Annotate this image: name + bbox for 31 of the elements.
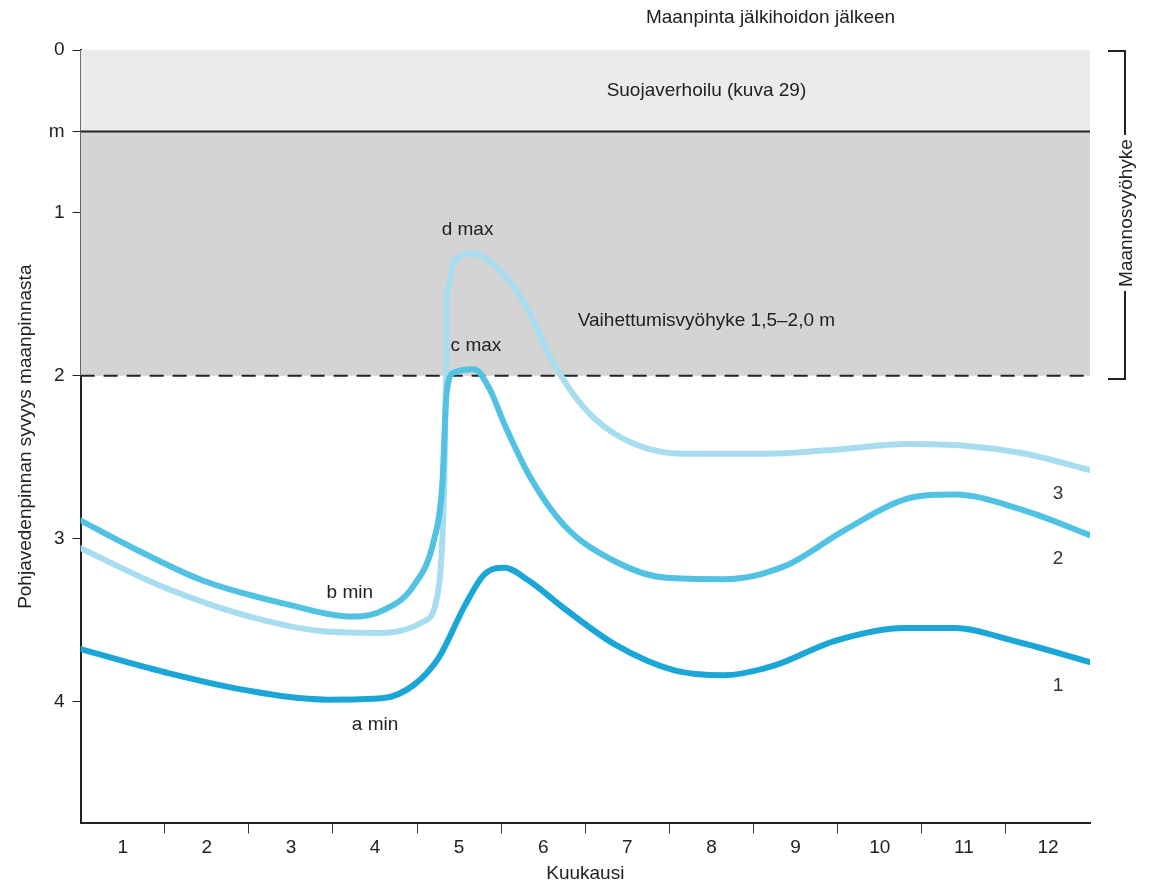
series-label: 2 xyxy=(1052,547,1064,569)
band-label: Vaihettumisvyöhyke 1,5–2,0 m xyxy=(577,308,836,330)
y-tick-label: 4 xyxy=(54,689,66,711)
series-label: 1 xyxy=(1052,674,1064,696)
x-tick-label: 7 xyxy=(622,836,633,858)
x-tick-label: 2 xyxy=(201,836,213,858)
x-tick-label: 4 xyxy=(369,836,381,858)
x-tick-label: 12 xyxy=(1037,836,1059,858)
annotation: b min xyxy=(326,581,374,603)
band-label: Suojaverhoilu (kuva 29) xyxy=(606,78,807,100)
text: Maannosvyöhyke xyxy=(1114,134,1137,291)
x-tick-label: 6 xyxy=(537,836,549,858)
y-tick-label: 3 xyxy=(54,526,65,548)
x-tick-label: 9 xyxy=(790,836,801,858)
y-tick-label: 0 xyxy=(54,38,65,60)
annotation: a min xyxy=(351,713,399,735)
x-axis-title: Kuukausi xyxy=(546,861,625,883)
annotation: d max xyxy=(441,218,494,240)
y-tick-label: 2 xyxy=(54,363,65,385)
y-axis-title: Pohjavedenpinnan syvyys maanpinnasta xyxy=(13,264,35,609)
x-tick-label: 8 xyxy=(706,836,717,858)
x-tick-label: 10 xyxy=(869,836,891,858)
x-tick-label: 1 xyxy=(117,836,128,858)
x-tick-label: 5 xyxy=(453,836,465,858)
text: Maanpinta jälkihoidon jälkeen xyxy=(645,6,896,28)
x-tick-label: 3 xyxy=(285,836,297,858)
x-tick-label: 11 xyxy=(953,836,974,858)
y-tick-label: m xyxy=(48,119,65,141)
annotation: c max xyxy=(450,333,502,355)
series-label: 3 xyxy=(1052,482,1064,504)
y-tick-label: 1 xyxy=(54,201,65,223)
